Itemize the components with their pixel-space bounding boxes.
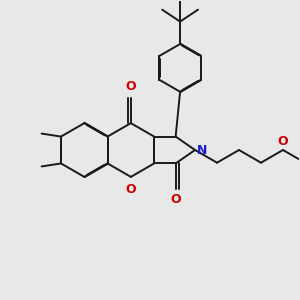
Text: O: O (125, 183, 136, 196)
Text: O: O (278, 135, 288, 148)
Text: N: N (196, 143, 207, 157)
Text: O: O (125, 80, 136, 93)
Text: O: O (170, 193, 181, 206)
